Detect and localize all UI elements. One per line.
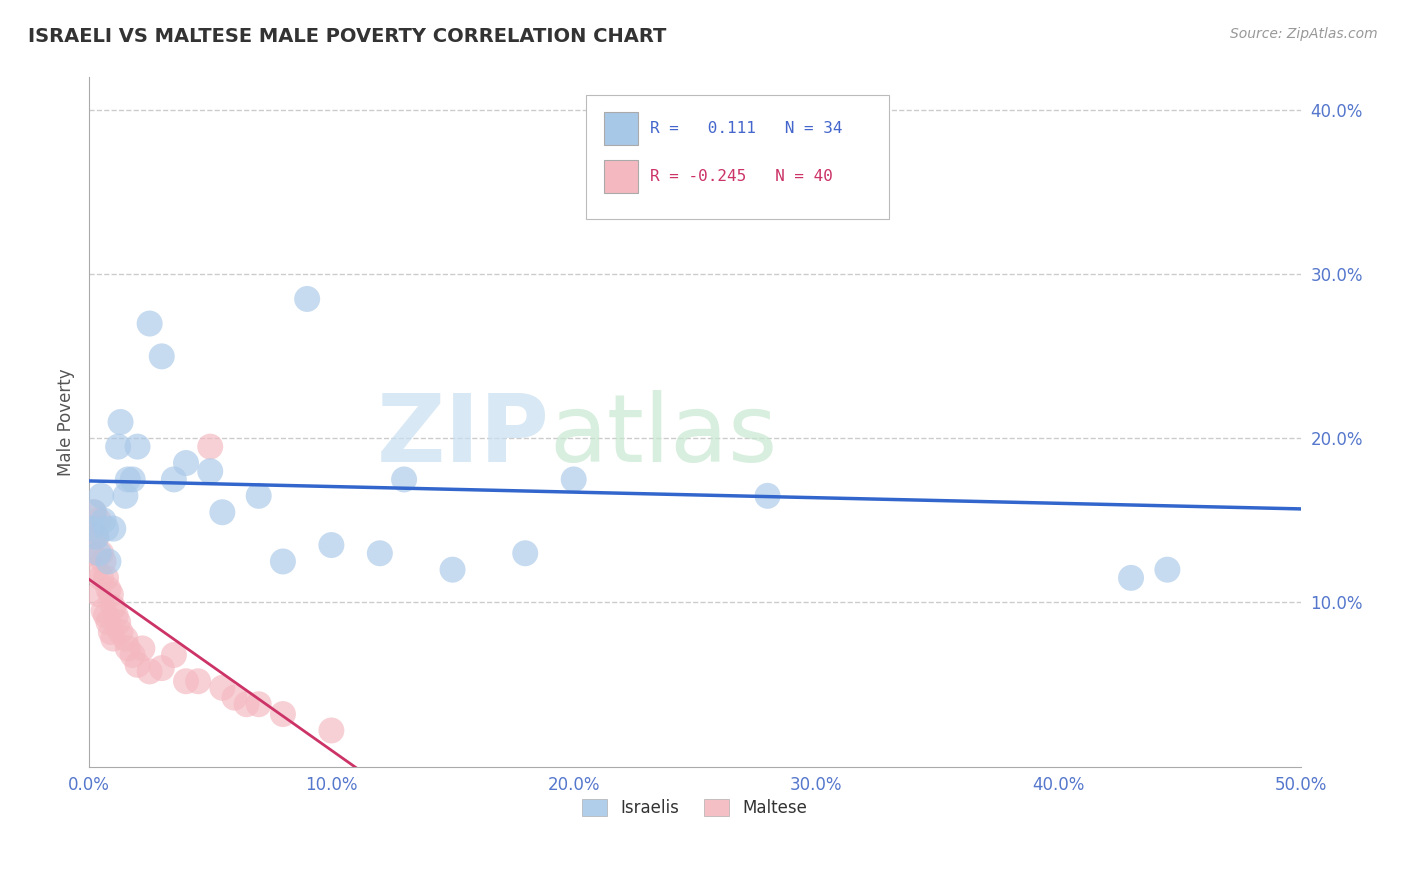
Point <box>368 546 391 560</box>
Point <box>150 350 173 364</box>
Point <box>93 604 115 618</box>
Point <box>94 522 117 536</box>
Text: ZIP: ZIP <box>377 390 550 482</box>
Point <box>90 546 112 560</box>
Point <box>94 571 117 585</box>
Point <box>86 563 108 577</box>
Point <box>441 563 464 577</box>
Point <box>110 415 132 429</box>
Point <box>83 505 105 519</box>
Point <box>235 697 257 711</box>
Point <box>107 615 129 630</box>
Point <box>211 505 233 519</box>
Point <box>247 489 270 503</box>
Point <box>321 538 343 552</box>
Point <box>103 600 125 615</box>
Y-axis label: Male Poverty: Male Poverty <box>58 368 75 475</box>
Text: Source: ZipAtlas.com: Source: ZipAtlas.com <box>1230 27 1378 41</box>
Point <box>117 472 139 486</box>
Point <box>100 625 122 640</box>
Point <box>174 456 197 470</box>
Point <box>295 292 318 306</box>
Point <box>127 440 149 454</box>
Point <box>80 522 103 536</box>
Point <box>200 464 222 478</box>
Point <box>174 674 197 689</box>
Point <box>515 546 537 560</box>
Point <box>121 648 143 662</box>
Text: atlas: atlas <box>550 390 778 482</box>
Text: R = -0.245   N = 40: R = -0.245 N = 40 <box>650 169 832 184</box>
Point <box>163 648 186 662</box>
Point <box>94 608 117 623</box>
Point <box>224 690 246 705</box>
Point <box>1119 571 1142 585</box>
Point <box>131 641 153 656</box>
Point <box>117 641 139 656</box>
Point <box>80 522 103 536</box>
Point <box>392 472 415 486</box>
Point <box>100 587 122 601</box>
Point <box>87 513 110 527</box>
Point <box>321 723 343 738</box>
Point <box>97 554 120 568</box>
Point <box>138 317 160 331</box>
Text: R =   0.111   N = 34: R = 0.111 N = 34 <box>650 121 842 136</box>
Point <box>97 582 120 597</box>
Point <box>200 440 222 454</box>
Point <box>90 571 112 585</box>
Point <box>683 186 706 200</box>
Point <box>97 615 120 630</box>
Point <box>121 472 143 486</box>
Point <box>187 674 209 689</box>
Point <box>127 657 149 672</box>
Point <box>103 632 125 646</box>
Point <box>114 632 136 646</box>
Legend: Israelis, Maltese: Israelis, Maltese <box>575 792 814 823</box>
Point <box>1156 563 1178 577</box>
Point <box>90 489 112 503</box>
Point <box>83 505 105 519</box>
Point <box>86 530 108 544</box>
Point <box>247 697 270 711</box>
Point <box>107 440 129 454</box>
Text: ISRAELI VS MALTESE MALE POVERTY CORRELATION CHART: ISRAELI VS MALTESE MALE POVERTY CORRELAT… <box>28 27 666 45</box>
Bar <box>605 112 638 145</box>
Bar <box>605 161 638 194</box>
Point <box>150 661 173 675</box>
Point <box>163 472 186 486</box>
Point <box>562 472 585 486</box>
Point <box>756 489 779 503</box>
Point <box>80 546 103 560</box>
Point <box>87 546 110 560</box>
Point <box>86 530 108 544</box>
Point <box>83 530 105 544</box>
Point <box>271 554 294 568</box>
Point <box>87 587 110 601</box>
Point <box>211 681 233 695</box>
Point <box>93 554 115 568</box>
Point <box>103 522 125 536</box>
FancyBboxPatch shape <box>586 95 889 219</box>
Point <box>110 625 132 640</box>
Point <box>114 489 136 503</box>
Point <box>138 665 160 679</box>
Point <box>93 513 115 527</box>
Point <box>271 707 294 722</box>
Point <box>104 608 127 623</box>
